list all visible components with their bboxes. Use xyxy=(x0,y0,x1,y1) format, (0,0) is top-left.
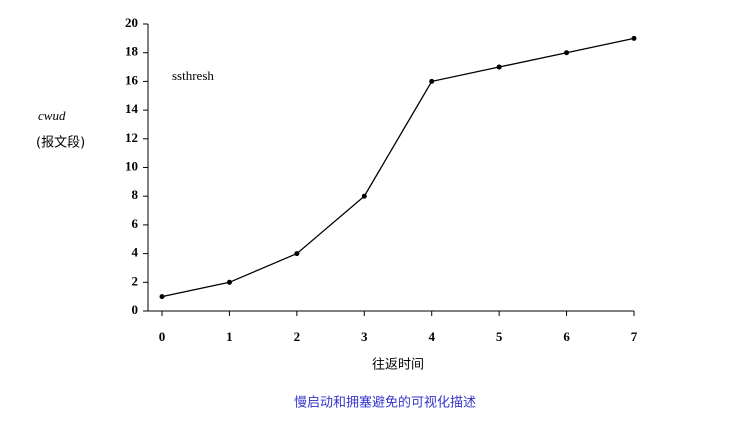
x-tick-label: 7 xyxy=(631,329,638,344)
caption: 慢启动和拥塞避免的可视化描述 xyxy=(294,395,476,411)
y-tick-label: 14 xyxy=(125,101,139,116)
y-axis-unit: (报文段) xyxy=(36,136,85,151)
annotation: ssthresh xyxy=(172,68,214,83)
y-tick-label: 2 xyxy=(132,273,139,288)
y-tick-label: 12 xyxy=(125,130,138,145)
x-axis-label: 往返时间 xyxy=(372,358,424,373)
y-tick-label: 0 xyxy=(132,302,139,317)
y-axis-label: cwud xyxy=(38,108,66,123)
x-tick-label: 3 xyxy=(361,329,368,344)
point xyxy=(564,50,570,56)
x-tick-label: 2 xyxy=(294,329,301,344)
y-tick-label: 18 xyxy=(125,44,139,59)
y-tick-label: 6 xyxy=(132,216,139,231)
point xyxy=(496,64,502,70)
point xyxy=(429,78,435,84)
y-tick-label: 10 xyxy=(125,158,138,173)
y-tick-label: 20 xyxy=(125,15,138,30)
point xyxy=(159,294,165,300)
x-tick-label: 4 xyxy=(428,329,435,344)
x-tick-label: 6 xyxy=(563,329,570,344)
y-tick-label: 4 xyxy=(132,245,139,260)
x-tick-label: 0 xyxy=(159,329,166,344)
point xyxy=(631,35,637,41)
y-tick-label: 16 xyxy=(125,72,139,87)
line xyxy=(161,37,635,298)
x-tick-label: 5 xyxy=(496,329,503,344)
point xyxy=(361,193,367,199)
point xyxy=(294,251,300,257)
y-tick-label: 8 xyxy=(132,187,139,202)
x-tick-label: 1 xyxy=(226,329,233,344)
point xyxy=(226,279,232,285)
